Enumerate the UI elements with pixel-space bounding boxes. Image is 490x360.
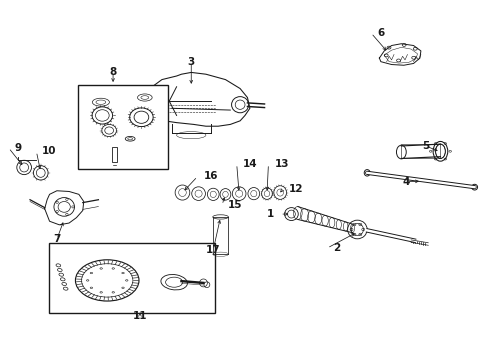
Bar (112, 147, 117, 162)
Text: 14: 14 (243, 159, 257, 169)
Text: 3: 3 (188, 57, 195, 67)
Text: 15: 15 (228, 200, 243, 210)
Text: 1: 1 (267, 209, 274, 219)
Text: 2: 2 (333, 243, 340, 253)
Text: 17: 17 (206, 245, 220, 255)
Text: 5: 5 (422, 141, 429, 151)
Text: 16: 16 (203, 171, 218, 181)
Bar (401, 144, 441, 158)
Text: 13: 13 (274, 159, 289, 169)
Text: 7: 7 (53, 234, 61, 244)
Text: 6: 6 (377, 28, 384, 38)
Text: 11: 11 (133, 311, 147, 321)
Bar (78, 85, 168, 169)
Text: 12: 12 (289, 184, 303, 194)
Text: 10: 10 (42, 146, 57, 156)
Text: 4: 4 (403, 177, 410, 187)
Bar (49, 243, 215, 313)
Text: 9: 9 (14, 143, 22, 153)
Text: 8: 8 (109, 67, 117, 77)
